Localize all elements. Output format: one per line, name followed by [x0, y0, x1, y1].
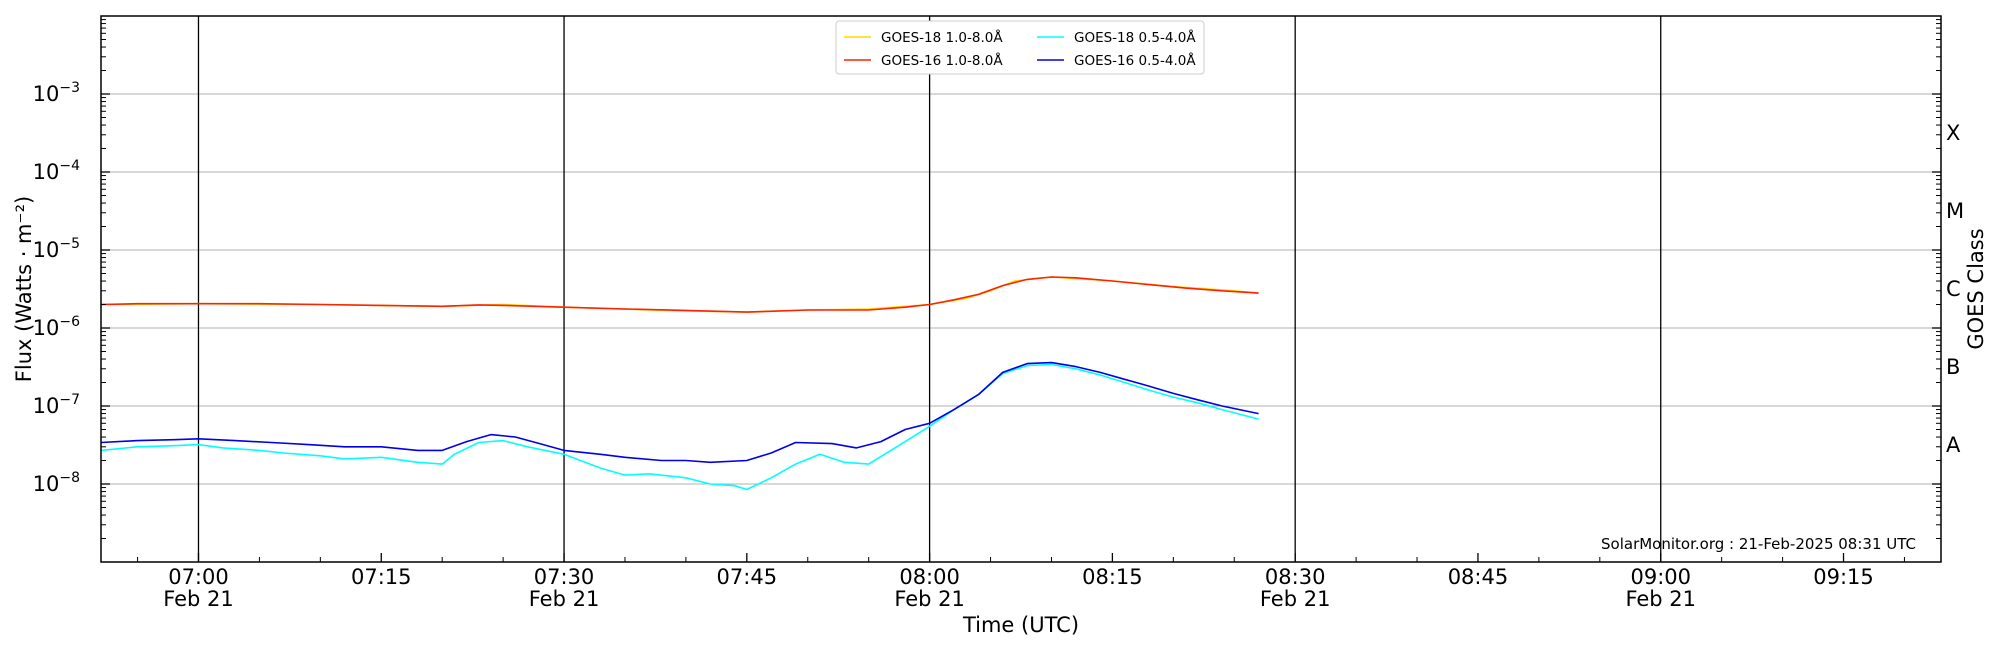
x-tick-date-label: Feb 21: [1625, 587, 1696, 611]
series-line: [100, 363, 1259, 491]
legend-label: GOES-16 0.5-4.0Å: [1074, 52, 1196, 69]
x-tick-date-label: Feb 21: [529, 587, 600, 611]
legend-label: GOES-16 1.0-8.0Å: [881, 52, 1003, 69]
goes-class-label: A: [1946, 433, 1961, 457]
y-tick-label: 10−5: [33, 236, 80, 262]
legend-box: [835, 20, 1205, 75]
legend: GOES-18 1.0-8.0Å GOES-16 1.0-8.0Å GOES-18 …: [835, 20, 1205, 75]
y-tick-label: 10−4: [33, 158, 80, 184]
credit-text: SolarMonitor.org : 21-Feb-2025 08:31 UTC: [1601, 535, 1916, 553]
x-axis-title: Time (UTC): [962, 613, 1079, 637]
y-tick-label: 10−3: [33, 80, 80, 106]
x-tick-date-label: Feb 21: [894, 587, 965, 611]
x-tick-time-label: 08:30: [1265, 565, 1326, 589]
y-tick-labels: 10−8 10−7 10−6 10−5 10−4 10−3: [33, 80, 80, 496]
x-tick-time-label: 07:45: [717, 565, 778, 589]
goes-class-labels: A B C M X: [1946, 121, 1964, 457]
y2-axis-title: GOES Class: [1964, 228, 1988, 349]
x-tick-date-label: Feb 21: [1260, 587, 1331, 611]
x-tick-time-label: 07:15: [351, 565, 412, 589]
series-line: [100, 361, 1259, 464]
x-tick-time-label: 07:00: [168, 565, 229, 589]
goes-class-label: B: [1946, 355, 1960, 379]
x-tick-time-label: 08:15: [1082, 565, 1143, 589]
legend-label: GOES-18 0.5-4.0Å: [1074, 29, 1196, 46]
y-gridlines: [101, 93, 1941, 485]
x-tick-date-label: Feb 21: [163, 587, 234, 611]
legend-label: GOES-18 1.0-8.0Å: [881, 29, 1003, 46]
goes-class-label: C: [1946, 277, 1961, 301]
day-time-vertical-lines: [197, 16, 1662, 562]
y-tick-label: 10−6: [33, 314, 80, 340]
x-tick-time-label: 08:00: [899, 565, 960, 589]
x-tick-time-label: 09:15: [1813, 565, 1874, 589]
y-tick-label: 10−8: [33, 470, 80, 496]
series-line: [100, 276, 1259, 313]
x-tick-time-label: 08:45: [1448, 565, 1509, 589]
goes-class-label: M: [1946, 199, 1964, 223]
y-axis-title: Flux (Watts · m⁻²): [12, 196, 36, 382]
x-tick-time-label: 09:00: [1630, 565, 1691, 589]
axis-ticks: [101, 19, 1941, 562]
plot-frame: [100, 15, 1942, 563]
series-lines: [100, 276, 1259, 491]
y-tick-label: 10−7: [33, 392, 80, 418]
legend-entries: GOES-18 1.0-8.0Å GOES-16 1.0-8.0Å GOES-18 …: [844, 29, 1196, 69]
x-tick-time-label: 07:30: [534, 565, 595, 589]
goes-class-label: X: [1946, 121, 1960, 145]
